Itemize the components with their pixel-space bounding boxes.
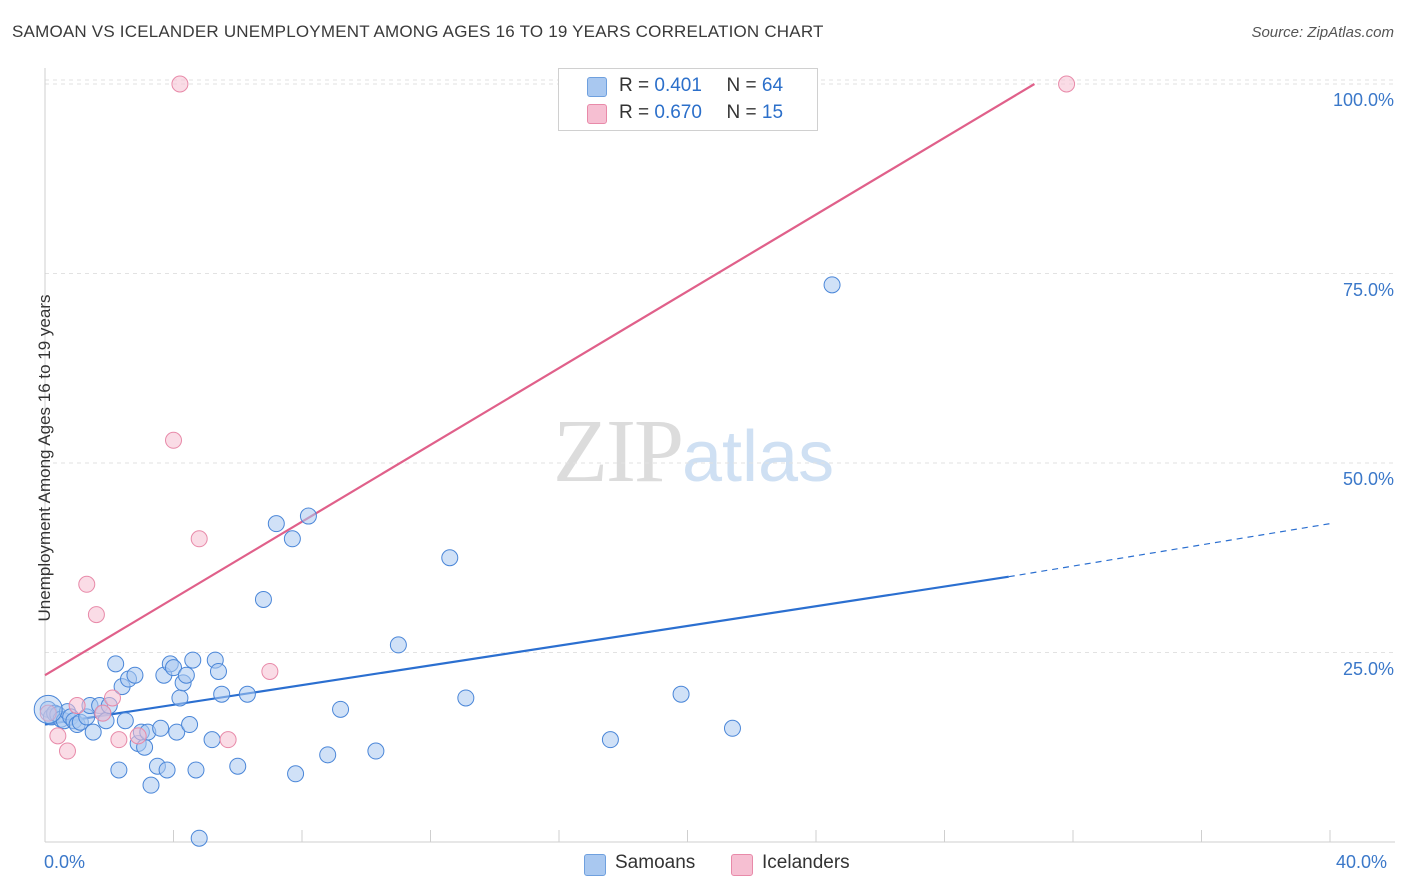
samoans-legend-label: Samoans <box>615 852 696 873</box>
n-value: 15 <box>761 102 784 123</box>
point-icelanders <box>94 704 112 722</box>
point-samoans <box>441 549 459 567</box>
grid-lines <box>45 79 1395 653</box>
y-tick-label: 75.0% <box>1342 279 1394 300</box>
point-samoans <box>457 689 475 707</box>
point-samoans <box>142 776 160 794</box>
trendline-icelanders <box>44 83 1036 677</box>
r-label: R = <box>619 102 650 123</box>
n-label: N = <box>726 102 757 123</box>
point-icelanders <box>78 575 96 593</box>
point-samoans <box>332 700 350 718</box>
y-axis-label: Unemployment Among Ages 16 to 19 years <box>35 295 54 622</box>
point-samoans <box>177 666 195 684</box>
samoans-legend-swatch <box>584 854 606 876</box>
data-points <box>33 75 1076 847</box>
point-icelanders <box>129 727 147 745</box>
point-samoans <box>168 723 186 741</box>
chart-title: SAMOAN VS ICELANDER UNEMPLOYMENT AMONG A… <box>12 22 824 41</box>
point-samoans <box>601 731 619 749</box>
point-icelanders <box>58 742 76 760</box>
watermark: ZIPatlas <box>553 400 834 503</box>
point-samoans <box>287 765 305 783</box>
point-samoans <box>254 590 272 608</box>
point-samoans <box>126 666 144 684</box>
point-samoans <box>823 276 841 294</box>
point-samoans <box>181 716 199 734</box>
r-value: 0.401 <box>654 75 702 96</box>
x-tick-label: 40.0% <box>1336 852 1388 872</box>
point-samoans <box>299 507 317 525</box>
y-tick-label: 25.0% <box>1342 658 1394 679</box>
trendlines <box>44 83 1331 726</box>
series-legend: Samoans Icelanders <box>0 852 1406 878</box>
point-samoans <box>209 662 227 680</box>
point-icelanders <box>49 727 67 745</box>
point-cluster <box>33 694 63 724</box>
r-label: R = <box>619 75 650 96</box>
y-tick-label: 50.0% <box>1342 469 1394 489</box>
point-icelanders <box>165 431 182 449</box>
point-samoans <box>107 655 125 673</box>
point-samoans <box>84 723 102 741</box>
icelanders-legend-label: Icelanders <box>762 852 850 873</box>
point-icelanders <box>103 689 121 707</box>
n-label: N = <box>726 75 757 96</box>
point-samoans <box>367 742 385 760</box>
point-samoans <box>171 689 189 707</box>
point-icelanders <box>219 731 237 749</box>
trendline-samoans <box>44 575 1009 726</box>
point-samoans <box>229 757 247 775</box>
point-icelanders <box>1058 75 1076 93</box>
point-icelanders <box>190 530 208 548</box>
point-icelanders <box>68 697 86 715</box>
point-samoans <box>213 685 231 703</box>
point-samoans <box>319 746 337 764</box>
point-icelanders <box>87 606 105 624</box>
point-samoans <box>389 636 407 654</box>
point-samoans <box>203 731 221 749</box>
y-axis-label-wrap: Unemployment Among Ages 16 to 19 years <box>35 295 54 622</box>
icelanders-stats: R = 0.670 N = 15 <box>619 102 783 124</box>
point-samoans <box>238 685 256 703</box>
samoans-stats: R = 0.401 N = 64 <box>619 75 783 97</box>
icelanders-swatch <box>587 104 607 124</box>
point-icelanders <box>110 731 128 749</box>
point-samoans <box>723 719 741 737</box>
point-icelanders <box>39 704 57 722</box>
icelanders-legend-swatch <box>731 854 753 876</box>
samoans-swatch <box>587 77 607 97</box>
watermark-zip: ZIP <box>553 402 684 501</box>
r-value: 0.670 <box>654 102 702 123</box>
point-samoans <box>283 530 301 548</box>
point-samoans <box>152 719 170 737</box>
source-label: Source: ZipAtlas.com <box>1251 24 1394 41</box>
point-samoans <box>110 761 128 779</box>
point-samoans <box>158 761 176 779</box>
n-value: 64 <box>761 75 784 96</box>
correlation-legend: R = 0.401 N = 64 R = 0.670 N = 15 <box>558 68 818 131</box>
point-samoans <box>190 829 208 847</box>
watermark-atlas: atlas <box>682 417 835 497</box>
axes <box>44 68 1395 843</box>
y-tick-label: 100.0% <box>1332 90 1394 110</box>
point-samoans <box>267 515 285 533</box>
point-samoans <box>184 651 202 669</box>
point-samoans <box>165 659 182 677</box>
point-icelanders <box>261 662 279 680</box>
point-samoans <box>116 712 134 730</box>
point-icelanders <box>171 75 189 93</box>
point-samoans <box>672 685 690 703</box>
point-samoans <box>187 761 205 779</box>
x-tick-label: 0.0% <box>44 852 86 872</box>
trendline-extension <box>1008 523 1331 578</box>
